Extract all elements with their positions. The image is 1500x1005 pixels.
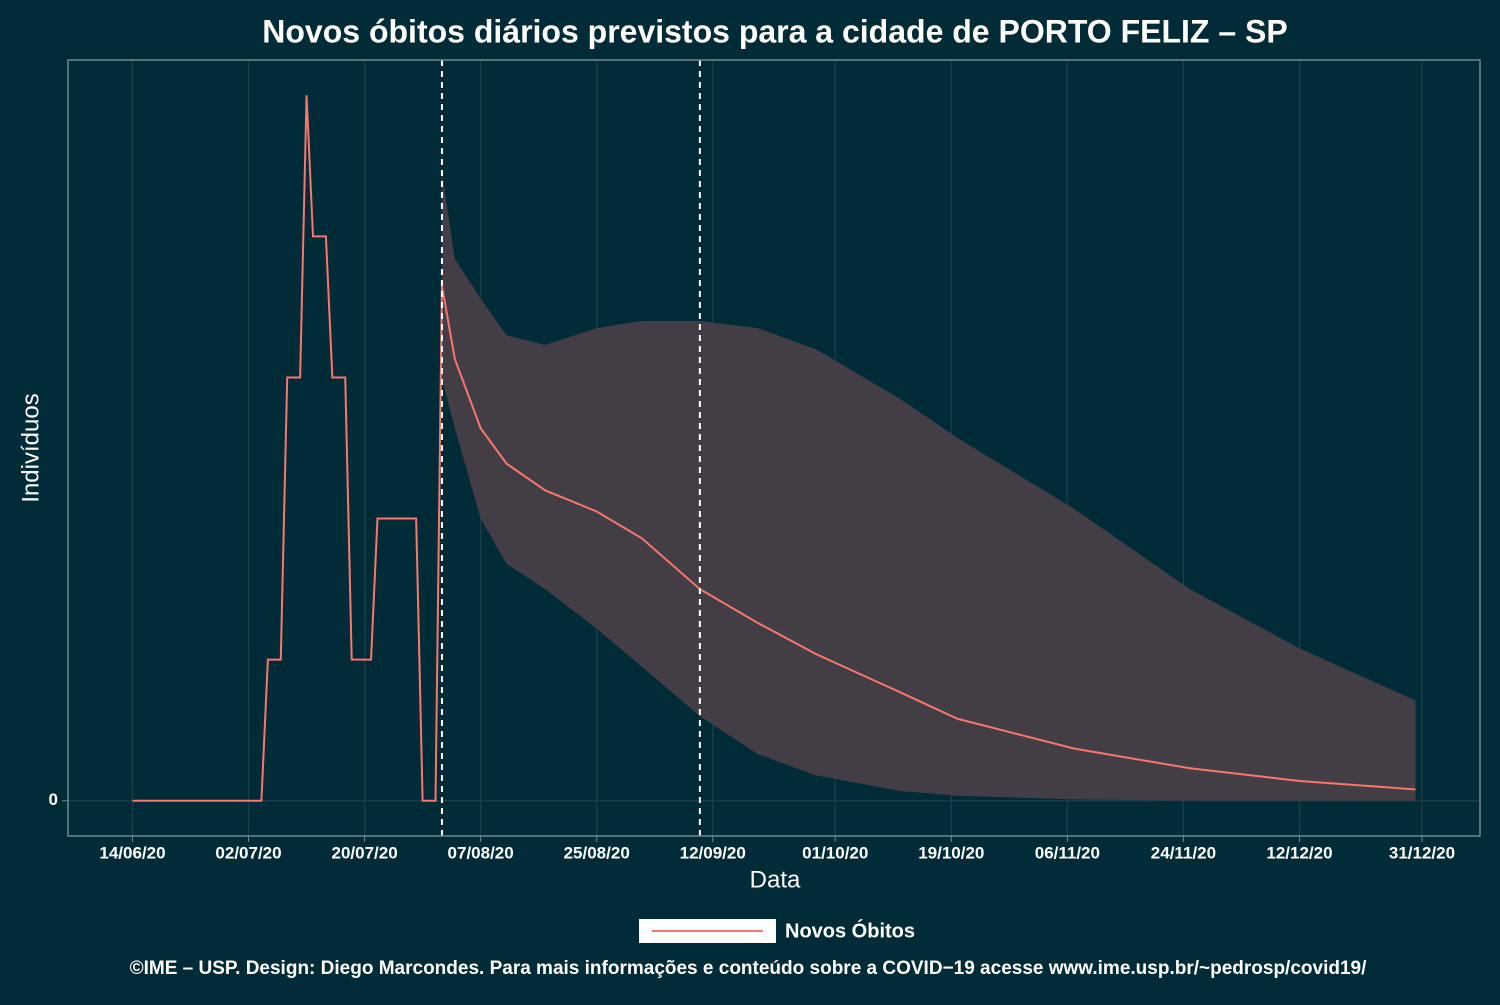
legend-label: Novos Óbitos: [785, 918, 915, 942]
x-axis-label: Data: [750, 866, 801, 893]
x-tick-label: 01/10/20: [802, 843, 868, 862]
confidence-band: [441, 172, 1416, 801]
x-tick-label: 24/11/20: [1151, 843, 1216, 862]
x-tick-label: 19/10/20: [918, 843, 984, 862]
caption: ©IME – USP. Design: Diego Marcondes. Par…: [130, 958, 1367, 979]
y-axis-label: Indivíduos: [17, 393, 44, 502]
y-tick-label: 0: [49, 790, 58, 809]
x-tick-label: 06/11/20: [1035, 843, 1100, 862]
x-tick-label: 20/07/20: [331, 843, 397, 862]
x-tick-label: 07/08/20: [448, 843, 514, 862]
x-tick-label: 02/07/20: [215, 843, 281, 862]
x-tick-label: 14/06/20: [99, 843, 165, 862]
x-tick-label: 25/08/20: [564, 843, 630, 862]
x-tick-label: 12/09/20: [680, 843, 746, 862]
x-tick-label: 31/12/20: [1389, 843, 1455, 862]
plot-border: [67, 59, 1481, 837]
chart-title: Novos óbitos diários previstos para a ci…: [262, 13, 1287, 49]
x-tick-label: 12/12/20: [1266, 843, 1332, 862]
data-line: [132, 95, 1416, 802]
